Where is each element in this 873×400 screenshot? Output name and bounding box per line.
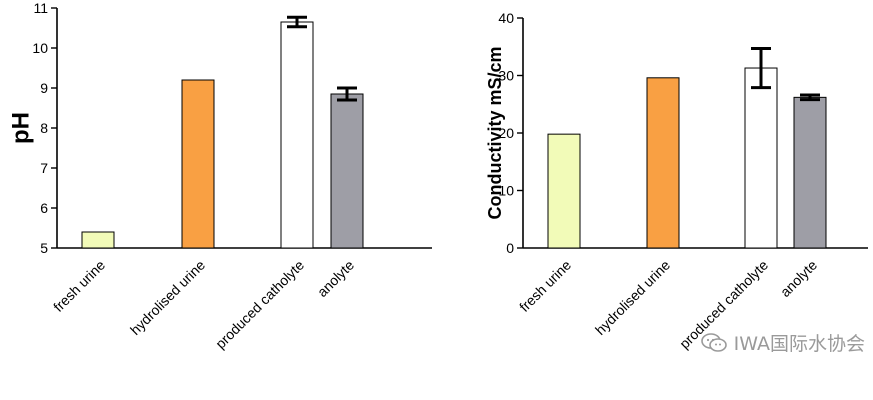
bar [793,96,827,249]
wechat-icon [700,332,728,354]
y-tick-label: 5 [40,240,48,256]
category-label: fresh urine [516,257,574,315]
category-label: anolyte [777,257,820,300]
bar [646,77,680,249]
bar [181,79,215,249]
y-tick-label: 10 [498,183,514,199]
y-tick-label: 30 [498,68,514,84]
y-axis-label: pH [7,112,34,144]
category-label: hydrolised urine [592,257,673,338]
y-tick-label: 11 [33,0,48,16]
category-label: produced catholyte [212,257,307,352]
y-tick-label: 40 [498,10,514,26]
bar [81,231,115,249]
category-label: anolyte [314,257,357,300]
bar [744,67,778,249]
watermark: IWA国际水协会 [700,329,865,356]
bar [280,21,314,249]
y-tick-label: 0 [506,240,514,256]
ph-chart: 5 6 7 8 9 10 11 pH fresh urine hydrolised urine pr… [7,0,432,352]
y-tick-label: 8 [40,120,48,136]
y-axis-label: Conductivity mS/cm [485,46,505,219]
category-label: hydrolised urine [127,257,208,338]
y-tick-label: 9 [40,80,48,96]
watermark-text: IWA国际水协会 [733,333,865,355]
y-tick-label: 10 [32,40,48,56]
y-tick-label: 7 [40,160,48,176]
y-tick-label: 6 [40,200,48,216]
bar [547,133,581,249]
category-label: fresh urine [50,257,108,315]
bar [330,93,364,249]
y-tick-label: 20 [498,125,514,141]
conductivity-chart: 0 10 20 30 40 Conductivity mS/cm fresh urine hy… [485,10,868,352]
